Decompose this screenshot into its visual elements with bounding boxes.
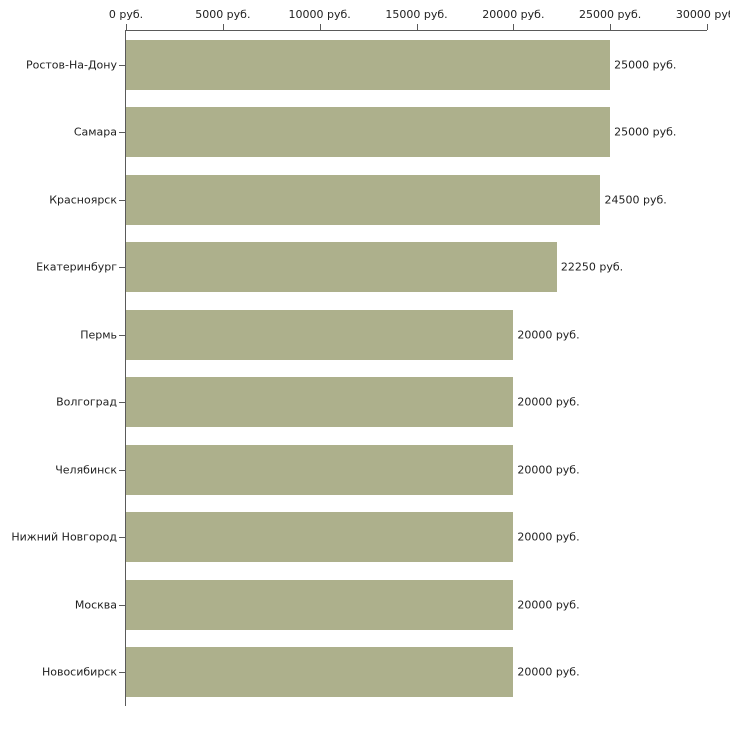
bar[interactable] [126, 377, 514, 428]
y-tick-mark [119, 402, 125, 404]
y-tick-mark [119, 672, 125, 674]
y-tick-mark [119, 132, 125, 134]
bar[interactable] [126, 444, 514, 495]
bar-value-label: 20000 руб. [517, 665, 580, 679]
y-category-label: Самара [73, 125, 117, 139]
x-tick-label: 30000 руб. [675, 8, 730, 21]
bar-value-label: 20000 руб. [517, 328, 580, 342]
bar[interactable] [126, 309, 514, 360]
bar-value-label: 25000 руб. [614, 58, 677, 72]
bar-value-label: 22250 руб. [560, 260, 624, 274]
bar[interactable] [126, 242, 557, 293]
x-axis-line [125, 30, 707, 31]
y-tick-mark [119, 537, 125, 539]
y-category-label: Челябинск [55, 463, 117, 477]
bar-value-label: 20000 руб. [517, 530, 580, 544]
y-tick-mark [119, 64, 125, 66]
y-category-label: Ростов-На-Дону [25, 58, 117, 72]
y-category-label: Москва [74, 598, 117, 612]
x-tick-label: 15000 руб. [385, 8, 448, 21]
y-tick-mark [119, 199, 125, 201]
y-category-label: Нижний Новгород [11, 530, 117, 544]
x-tick-mark [416, 24, 418, 30]
y-category-label: Екатеринбург [36, 260, 117, 274]
x-tick-mark [222, 24, 224, 30]
y-category-label: Пермь [80, 328, 117, 342]
y-tick-mark [119, 469, 125, 471]
x-tick-label: 20000 руб. [482, 8, 545, 21]
x-tick-mark [610, 24, 612, 30]
x-tick-mark [319, 24, 321, 30]
bar[interactable] [126, 647, 514, 698]
bar[interactable] [126, 512, 514, 563]
y-category-label: Красноярск [49, 193, 117, 207]
x-tick-label: 25000 руб. [579, 8, 642, 21]
bar[interactable] [126, 39, 611, 90]
y-axis-line [125, 30, 126, 706]
x-tick-label: 5000 руб. [195, 8, 251, 21]
y-category-label: Новосибирск [41, 665, 117, 679]
x-tick-mark [126, 24, 127, 30]
bar[interactable] [126, 579, 514, 630]
y-tick-mark [119, 604, 125, 606]
y-tick-mark [119, 334, 125, 336]
x-tick-mark [707, 24, 708, 30]
bar-value-label: 20000 руб. [517, 598, 580, 612]
bar-value-label: 20000 руб. [517, 395, 580, 409]
y-tick-mark [119, 267, 125, 269]
bar-value-label: 24500 руб. [604, 193, 667, 207]
y-category-label: Волгоград [56, 395, 117, 409]
x-tick-label: 10000 руб. [288, 8, 351, 21]
x-tick-label: 0 руб. [108, 8, 144, 21]
y-axis-category-labels: Ростов-На-Дону Самара Красноярск Екатеринбу… [0, 0, 117, 730]
bar-value-label: 20000 руб. [517, 463, 580, 477]
bar[interactable] [126, 107, 611, 158]
bar-value-label: 25000 руб. [614, 125, 677, 139]
x-tick-mark [513, 24, 515, 30]
bar[interactable] [126, 174, 601, 225]
